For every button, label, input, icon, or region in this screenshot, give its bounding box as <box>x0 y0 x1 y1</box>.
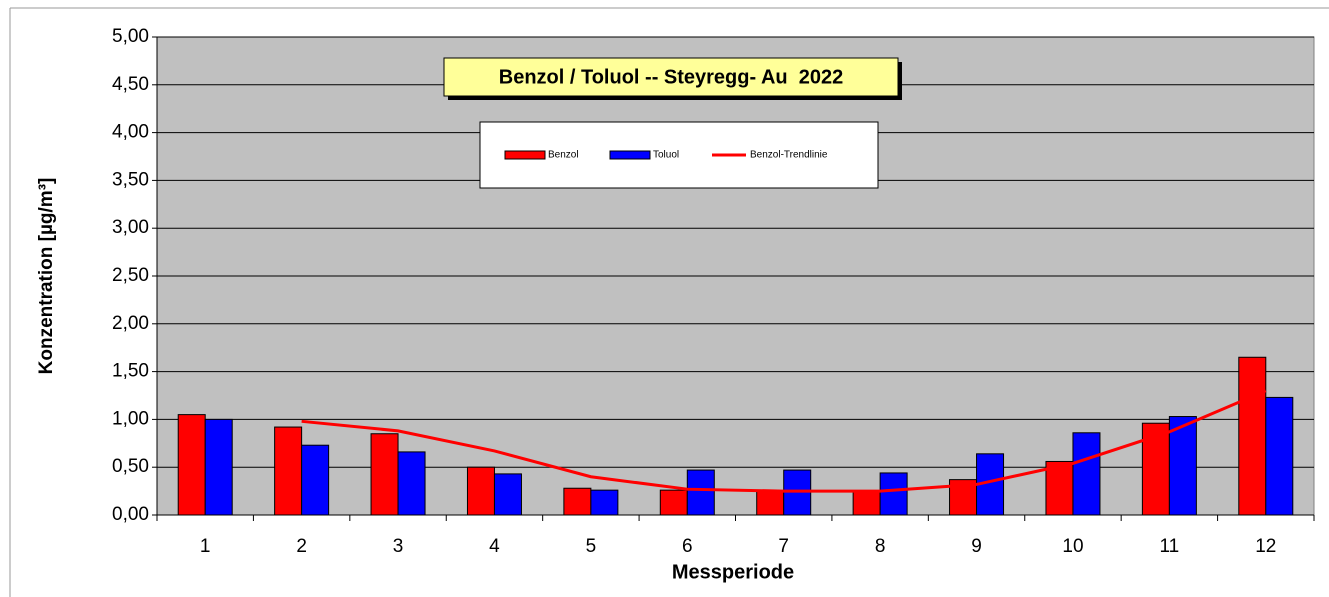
y-tick-label: 1,50 <box>112 361 149 382</box>
x-tick-label: 2 <box>296 536 307 557</box>
bar <box>274 426 303 516</box>
x-tick-label: 6 <box>682 536 693 557</box>
y-tick-label: 4,00 <box>112 122 149 143</box>
bar <box>563 487 592 516</box>
x-tick-label: 3 <box>393 536 404 557</box>
x-axis-label: Messperiode <box>672 561 794 583</box>
x-tick-label: 11 <box>1160 536 1180 557</box>
legend-label: Benzol-Trendlinie <box>750 150 828 161</box>
bar <box>659 489 688 516</box>
bar <box>1265 396 1294 516</box>
legend-label: Benzol <box>548 150 579 161</box>
bar <box>756 490 785 516</box>
bar <box>1238 356 1267 516</box>
y-tick-label: 1,00 <box>112 408 149 429</box>
y-tick-label: 0,00 <box>112 504 149 525</box>
y-tick-label: 4,50 <box>112 74 149 95</box>
x-tick-label: 1 <box>200 536 211 557</box>
bar <box>204 418 233 516</box>
trend-line <box>301 389 1267 493</box>
x-tick-label: 10 <box>1062 536 1083 557</box>
legend-swatch <box>609 150 651 160</box>
bar <box>1045 460 1074 516</box>
bar <box>852 490 881 516</box>
y-tick-label: 5,00 <box>112 26 149 47</box>
y-tick-label: 3,00 <box>112 217 149 238</box>
legend-swatch <box>504 150 546 160</box>
legend-box <box>479 121 879 189</box>
title-box <box>443 57 899 97</box>
x-tick-label: 8 <box>875 536 886 557</box>
x-tick-label: 7 <box>778 536 789 557</box>
bar <box>466 466 495 516</box>
y-tick-label: 0,50 <box>112 456 149 477</box>
bar <box>879 472 908 516</box>
y-axis-label: Konzentration [µg/m³] <box>36 178 57 375</box>
bar <box>397 451 426 516</box>
x-tick-label: 4 <box>489 536 500 557</box>
bar <box>370 433 399 516</box>
y-tick-label: 2,50 <box>112 265 149 286</box>
x-tick-label: 9 <box>971 536 982 557</box>
bar <box>177 414 206 516</box>
y-tick-label: 2,00 <box>112 313 149 334</box>
bar <box>301 444 330 516</box>
x-tick-label: 5 <box>586 536 597 557</box>
legend-label: Toluol <box>653 150 679 161</box>
bar <box>686 469 715 516</box>
bar <box>590 489 619 516</box>
y-tick-label: 3,50 <box>112 169 149 190</box>
chart-title: Benzol / Toluol -- Steyregg- Au 2022 <box>499 66 843 88</box>
bar <box>1072 432 1101 516</box>
x-tick-label: 12 <box>1255 536 1276 557</box>
bar <box>493 473 522 516</box>
bar <box>1168 416 1197 516</box>
